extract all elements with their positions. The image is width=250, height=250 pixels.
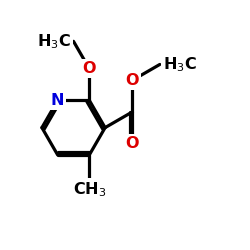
Text: O: O <box>82 61 96 76</box>
Text: H$_3$C: H$_3$C <box>37 32 71 51</box>
Text: O: O <box>126 73 139 88</box>
Text: N: N <box>51 93 64 108</box>
Text: O: O <box>126 136 139 151</box>
Text: CH$_3$: CH$_3$ <box>72 180 106 199</box>
Text: H$_3$C: H$_3$C <box>162 55 196 74</box>
